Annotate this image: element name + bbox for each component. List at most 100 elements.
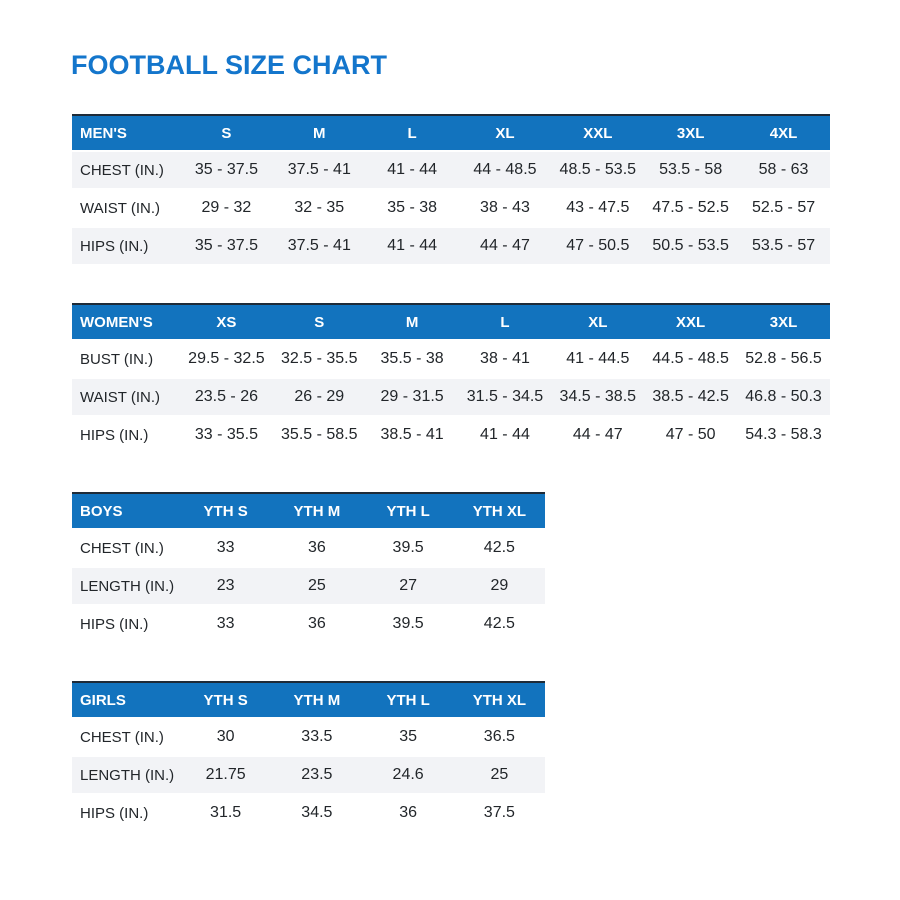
table-header-row: GIRLS YTH S YTH M YTH L YTH XL: [72, 681, 545, 719]
table-title-cell: GIRLS: [72, 681, 180, 719]
size-value-cell: 41 - 44: [365, 227, 459, 266]
page-title: FOOTBALL SIZE CHART: [71, 50, 387, 80]
size-value-cell: 38 - 43: [458, 189, 552, 228]
size-value-cell: 52.8 - 56.5: [737, 340, 830, 379]
size-value-cell: 53.5 - 58: [644, 151, 738, 190]
size-column-header: XXL: [551, 114, 645, 152]
size-value-cell: 33.5: [271, 718, 363, 757]
size-value-cell: 35: [362, 718, 454, 757]
table-row: HIPS (IN.) 31.5 34.5 36 37.5: [72, 794, 545, 833]
size-value-cell: 25: [453, 756, 545, 795]
table-row: CHEST (IN.) 33 36 39.5 42.5: [72, 529, 545, 568]
size-value-cell: 31.5 - 34.5: [458, 378, 552, 417]
row-label: HIPS (IN.): [72, 605, 180, 644]
size-value-cell: 47.5 - 52.5: [644, 189, 738, 228]
size-column-header: XL: [458, 114, 552, 152]
size-column-header: YTH XL: [453, 681, 545, 719]
size-value-cell: 29.5 - 32.5: [180, 340, 273, 379]
size-value-cell: 58 - 63: [737, 151, 830, 190]
size-value-cell: 48.5 - 53.5: [551, 151, 645, 190]
size-table-mens: MEN'S S M L XL XXL 3XL 4XL CHEST (IN.) 35 - 37.5 3…: [72, 114, 830, 266]
size-column-header: L: [365, 114, 459, 152]
size-value-cell: 21.75: [180, 756, 272, 795]
row-label: HIPS (IN.): [72, 794, 180, 833]
size-column-header: YTH L: [362, 681, 454, 719]
size-value-cell: 44.5 - 48.5: [644, 340, 738, 379]
row-label: LENGTH (IN.): [72, 567, 180, 606]
size-value-cell: 30: [180, 718, 272, 757]
size-column-header: XL: [551, 303, 645, 341]
size-value-cell: 41 - 44: [458, 416, 552, 455]
size-column-header: XXL: [644, 303, 738, 341]
size-column-header: YTH M: [271, 492, 363, 530]
size-value-cell: 35.5 - 58.5: [272, 416, 366, 455]
size-column-header: YTH XL: [453, 492, 545, 530]
size-value-cell: 24.6: [362, 756, 454, 795]
size-value-cell: 50.5 - 53.5: [644, 227, 738, 266]
table-row: CHEST (IN.) 30 33.5 35 36.5: [72, 718, 545, 757]
size-column-header: YTH S: [180, 492, 272, 530]
size-column-header: XS: [180, 303, 273, 341]
row-label: WAIST (IN.): [72, 189, 180, 228]
size-table-boys: BOYS YTH S YTH M YTH L YTH XL CHEST (IN.) 33 36…: [72, 492, 545, 644]
table-header-row: MEN'S S M L XL XXL 3XL 4XL: [72, 114, 830, 152]
table-row: WAIST (IN.) 29 - 32 32 - 35 35 - 38 38 - 43 4…: [72, 189, 830, 228]
size-table-womens: WOMEN'S XS S M L XL XXL 3XL BUST (IN.) 29.5 - 32.…: [72, 303, 830, 455]
size-value-cell: 29: [453, 567, 545, 606]
size-value-cell: 33: [180, 529, 272, 568]
size-column-header: M: [365, 303, 459, 341]
size-value-cell: 44 - 47: [458, 227, 552, 266]
size-value-cell: 35.5 - 38: [365, 340, 459, 379]
table-row: HIPS (IN.) 35 - 37.5 37.5 - 41 41 - 44 44 - …: [72, 227, 830, 266]
size-column-header: YTH S: [180, 681, 272, 719]
size-value-cell: 23: [180, 567, 272, 606]
size-value-cell: 26 - 29: [272, 378, 366, 417]
table-row: LENGTH (IN.) 21.75 23.5 24.6 25: [72, 756, 545, 795]
size-value-cell: 53.5 - 57: [737, 227, 830, 266]
size-value-cell: 37.5 - 41: [272, 151, 366, 190]
size-value-cell: 38.5 - 41: [365, 416, 459, 455]
size-value-cell: 25: [271, 567, 363, 606]
table-row: BUST (IN.) 29.5 - 32.5 32.5 - 35.5 35.5 - 3…: [72, 340, 830, 379]
size-value-cell: 23.5: [271, 756, 363, 795]
size-column-header: YTH L: [362, 492, 454, 530]
table-title-cell: WOMEN'S: [72, 303, 180, 341]
row-label: CHEST (IN.): [72, 529, 180, 568]
size-column-header: M: [272, 114, 366, 152]
size-column-header: S: [180, 114, 273, 152]
table-header-row: BOYS YTH S YTH M YTH L YTH XL: [72, 492, 545, 530]
size-value-cell: 54.3 - 58.3: [737, 416, 830, 455]
size-value-cell: 44 - 48.5: [458, 151, 552, 190]
size-value-cell: 39.5: [362, 529, 454, 568]
size-value-cell: 31.5: [180, 794, 272, 833]
size-value-cell: 41 - 44.5: [551, 340, 645, 379]
table-title-cell: BOYS: [72, 492, 180, 530]
table-row: HIPS (IN.) 33 36 39.5 42.5: [72, 605, 545, 644]
table-title-cell: MEN'S: [72, 114, 180, 152]
size-value-cell: 29 - 32: [180, 189, 273, 228]
size-value-cell: 38.5 - 42.5: [644, 378, 738, 417]
size-value-cell: 36: [271, 529, 363, 568]
row-label: HIPS (IN.): [72, 416, 180, 455]
size-value-cell: 43 - 47.5: [551, 189, 645, 228]
size-value-cell: 36.5: [453, 718, 545, 757]
row-label: WAIST (IN.): [72, 378, 180, 417]
row-label: HIPS (IN.): [72, 227, 180, 266]
size-value-cell: 36: [362, 794, 454, 833]
size-value-cell: 34.5: [271, 794, 363, 833]
size-value-cell: 37.5: [453, 794, 545, 833]
row-label: BUST (IN.): [72, 340, 180, 379]
table-header-row: WOMEN'S XS S M L XL XXL 3XL: [72, 303, 830, 341]
size-value-cell: 37.5 - 41: [272, 227, 366, 266]
row-label: LENGTH (IN.): [72, 756, 180, 795]
table-row: HIPS (IN.) 33 - 35.5 35.5 - 58.5 38.5 - 41 4…: [72, 416, 830, 455]
size-column-header: L: [458, 303, 552, 341]
size-value-cell: 52.5 - 57: [737, 189, 830, 228]
table-row: WAIST (IN.) 23.5 - 26 26 - 29 29 - 31.5 31.5…: [72, 378, 830, 417]
size-value-cell: 42.5: [453, 529, 545, 568]
size-value-cell: 32.5 - 35.5: [272, 340, 366, 379]
table-row: LENGTH (IN.) 23 25 27 29: [72, 567, 545, 606]
table-row: CHEST (IN.) 35 - 37.5 37.5 - 41 41 - 44 44 -…: [72, 151, 830, 190]
size-value-cell: 36: [271, 605, 363, 644]
row-label: CHEST (IN.): [72, 718, 180, 757]
